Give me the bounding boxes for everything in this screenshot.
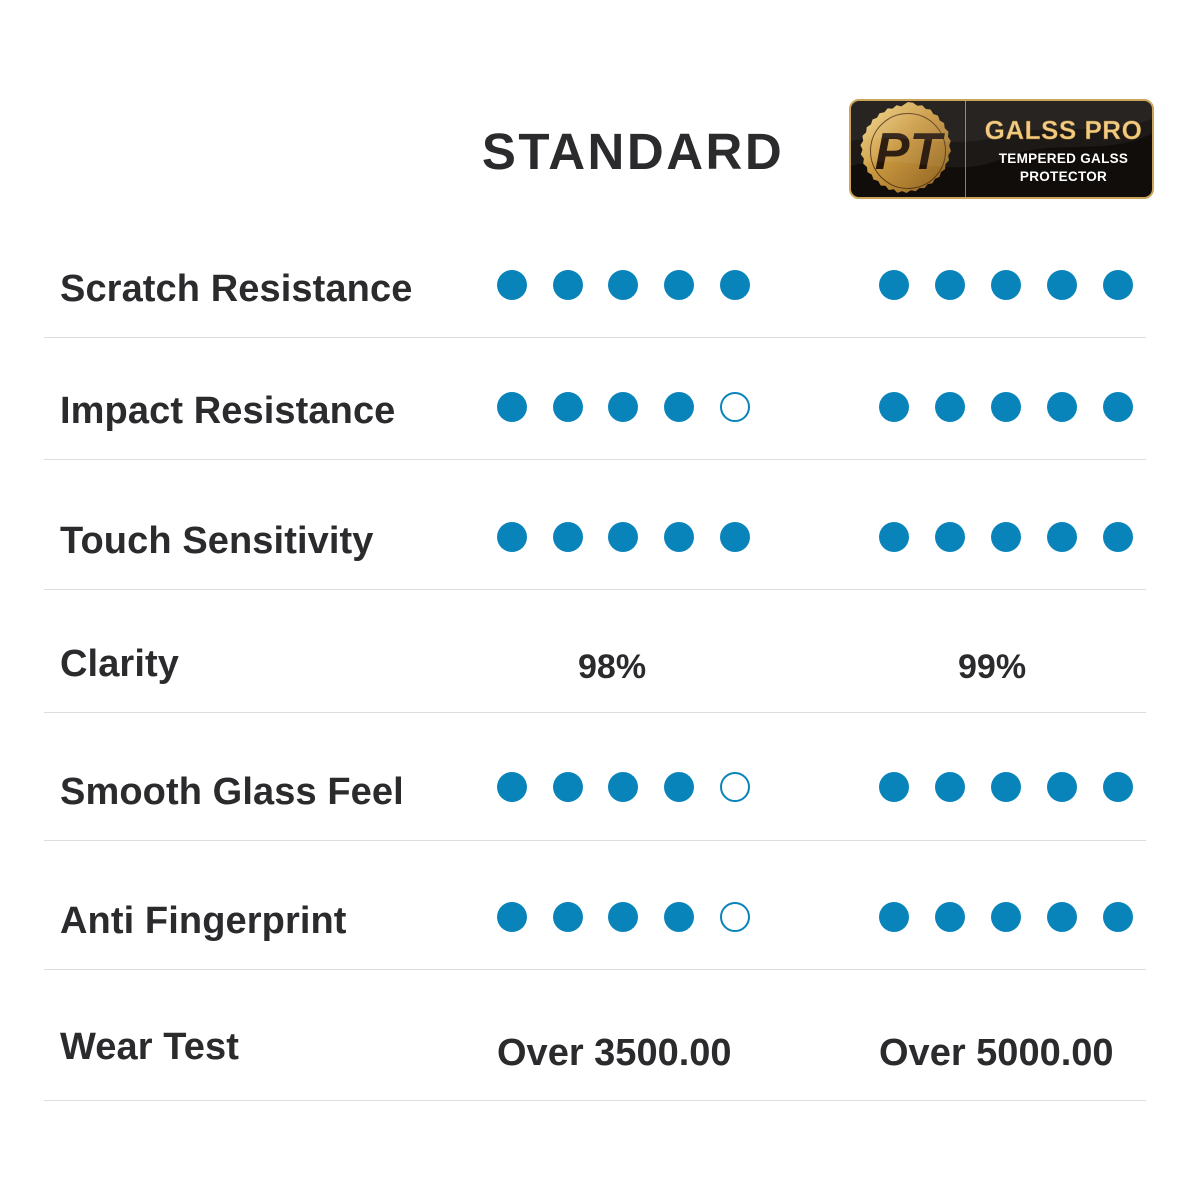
svg-text:PT: PT (875, 123, 946, 181)
